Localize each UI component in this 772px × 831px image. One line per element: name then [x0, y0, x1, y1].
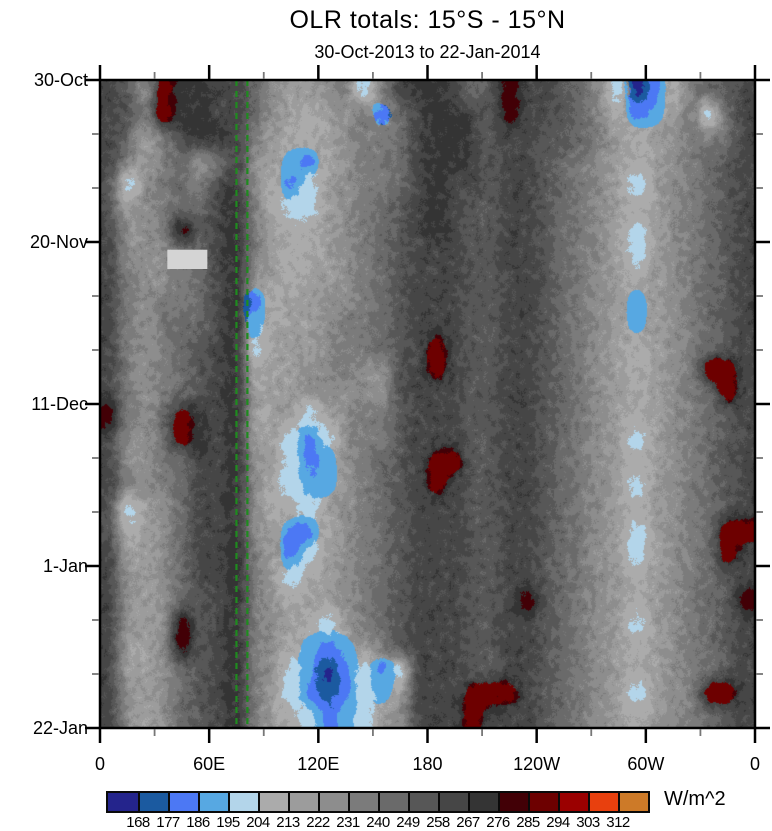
colorbar-tick-label: 213: [276, 814, 300, 831]
colorbar-cell: [228, 793, 258, 811]
colorbar-tick-label: 231: [336, 814, 360, 831]
colorbar-cell: [288, 793, 318, 811]
colorbar-tick-label: 312: [606, 814, 630, 831]
colorbar-cell: [618, 793, 648, 811]
colorbar-tick-label: 168: [126, 814, 150, 831]
colorbar-cell: [558, 793, 588, 811]
colorbar-cell: [318, 793, 348, 811]
y-tick-label: 1-Jan: [42, 556, 88, 576]
x-tick-label: 0: [749, 754, 760, 774]
hovmoller-heatmap: [100, 80, 755, 728]
colorbar-cell: [528, 793, 558, 811]
x-tick-label: 180: [412, 754, 443, 774]
colorbar-cell: [408, 793, 438, 811]
colorbar-tick-label: 249: [396, 814, 420, 831]
colorbar-cell: [198, 793, 228, 811]
colorbar-cell: [438, 793, 468, 811]
chart-title: OLR totals: 15°S - 15°N: [289, 6, 566, 34]
colorbar-tick-label: 294: [546, 814, 570, 831]
colorbar-tick-label: 186: [186, 814, 210, 831]
colorbar: [106, 791, 650, 813]
colorbar-tick-label: 276: [486, 814, 510, 831]
colorbar-tick-label: 258: [426, 814, 450, 831]
x-tick-label: 60W: [627, 754, 665, 774]
chart-subtitle: 30-Oct-2013 to 22-Jan-2014: [314, 42, 541, 62]
colorbar-cell: [498, 793, 528, 811]
colorbar-cell: [348, 793, 378, 811]
colorbar-tick-label: 240: [366, 814, 390, 831]
y-tick-label: 30-Oct: [33, 70, 88, 90]
x-tick-label: 0: [94, 754, 105, 774]
colorbar-cell: [138, 793, 168, 811]
colorbar-cell: [108, 793, 138, 811]
colorbar-cell: [258, 793, 288, 811]
colorbar-tick-label: 285: [516, 814, 540, 831]
y-tick-label: 22-Jan: [32, 718, 88, 738]
colorbar-cell: [468, 793, 498, 811]
x-tick-label: 120E: [297, 754, 340, 774]
colorbar-cell: [378, 793, 408, 811]
colorbar-tick-label: 177: [156, 814, 180, 831]
colorbar-units-label: W/m^2: [664, 788, 726, 810]
colorbar-tick-label: 267: [456, 814, 480, 831]
y-tick-label: 20-Nov: [29, 232, 88, 252]
x-tick-label: 60E: [193, 754, 226, 774]
colorbar-cell: [588, 793, 618, 811]
colorbar-tick-label: 195: [216, 814, 240, 831]
y-tick-label: 11-Dec: [31, 394, 88, 414]
colorbar-tick-label: 222: [306, 814, 330, 831]
colorbar-tick-label: 204: [246, 814, 270, 831]
x-tick-label: 120W: [513, 754, 561, 774]
colorbar-tick-label: 303: [576, 814, 600, 831]
colorbar-cell: [168, 793, 198, 811]
